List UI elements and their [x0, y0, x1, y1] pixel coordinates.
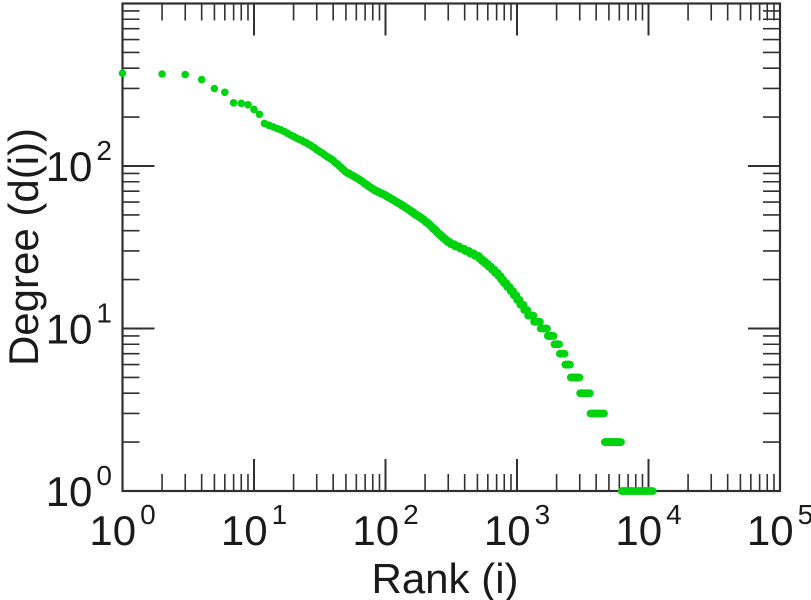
x-tick-label-10e5: 10 5 — [747, 499, 811, 554]
y-tick-label-10e2: 10 2 — [46, 135, 112, 190]
y-tick-label-10e1: 10 1 — [46, 298, 112, 353]
y-axis-title: Degree (d(i)) — [0, 128, 47, 366]
x-tick-label-10e3: 10 3 — [484, 499, 550, 554]
x-tick-label-10e0: 10 0 — [89, 499, 155, 554]
plot-frame — [121, 2, 782, 493]
x-axis-title: Rank (i) — [371, 555, 518, 600]
minor-ticks — [122, 3, 780, 491]
x-tick-label-10e4: 10 4 — [615, 499, 681, 554]
data-points — [118, 69, 657, 495]
x-tick-label-10e1: 10 1 — [221, 499, 287, 554]
x-tick-label-10e2: 10 2 — [352, 499, 418, 554]
tick-labels: 10 0 10 1 10 2 10 3 10 4 10 510 010 110 2 — [46, 135, 811, 554]
minor-tick-marks — [122, 3, 780, 491]
